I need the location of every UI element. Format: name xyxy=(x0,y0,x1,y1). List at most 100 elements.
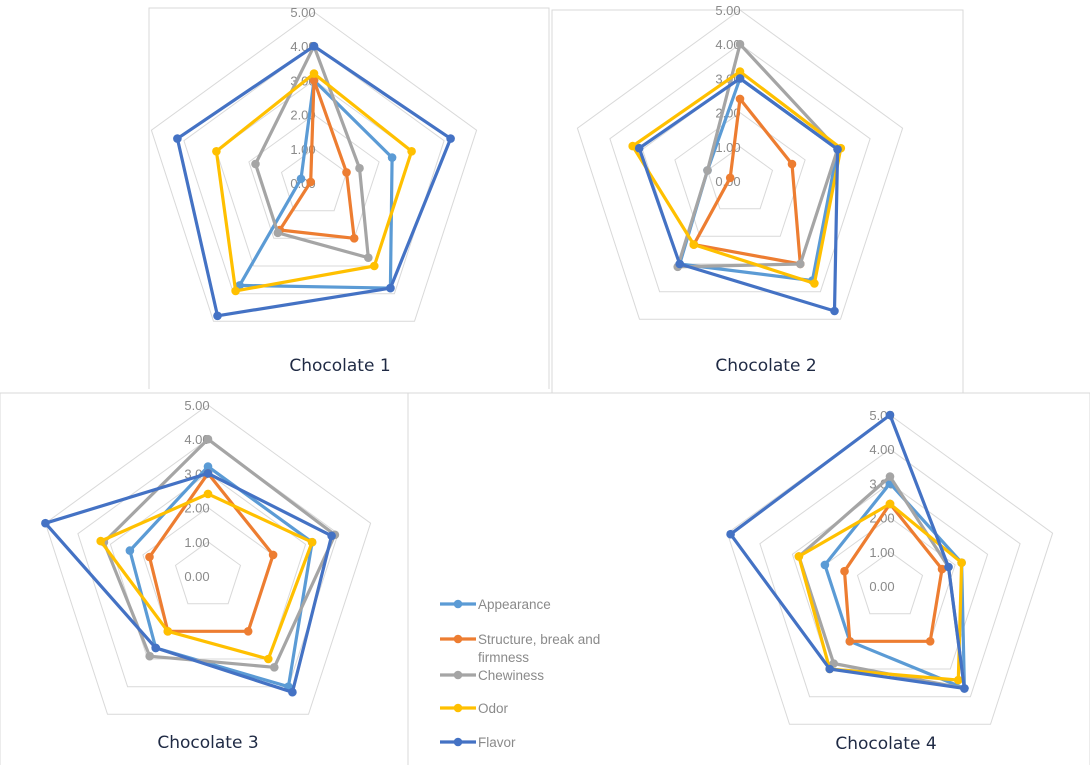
data-point xyxy=(288,687,297,697)
data-point xyxy=(268,550,278,560)
tick-label: 2.00 xyxy=(184,501,209,516)
data-point xyxy=(309,69,319,78)
data-point xyxy=(125,546,135,555)
grid-ring xyxy=(856,551,924,615)
data-point xyxy=(885,499,895,509)
grid-ring xyxy=(44,404,372,715)
data-point xyxy=(628,141,637,151)
tick-label: 5.00 xyxy=(184,398,209,413)
legend-label: firmness xyxy=(478,650,529,665)
series-flavor xyxy=(41,469,336,697)
data-point xyxy=(273,228,283,238)
data-point xyxy=(96,536,105,546)
data-point xyxy=(307,537,317,547)
data-point xyxy=(885,410,895,420)
grid-ring xyxy=(280,148,348,212)
data-point xyxy=(203,434,213,444)
legend-swatch-marker xyxy=(453,599,463,609)
data-point xyxy=(173,134,182,143)
data-point xyxy=(213,311,222,321)
data-point xyxy=(386,283,395,293)
tick-label: 4.00 xyxy=(869,442,894,457)
legend-label: Chewiness xyxy=(478,668,544,683)
data-point xyxy=(787,159,797,169)
data-point xyxy=(944,562,953,572)
data-point xyxy=(703,166,712,175)
data-point xyxy=(163,627,173,636)
data-point xyxy=(151,643,160,653)
legend-swatch-marker xyxy=(453,670,463,680)
data-point xyxy=(735,94,745,104)
legend-item: Appearance xyxy=(440,597,551,612)
series-chewiness xyxy=(99,434,340,672)
legend-label: Structure, break and xyxy=(478,632,600,647)
chart-title: Chocolate 3 xyxy=(157,733,258,753)
chart-title: Chocolate 1 xyxy=(289,356,390,376)
data-point xyxy=(270,663,279,672)
grid-ring xyxy=(706,146,774,210)
series-line xyxy=(147,471,275,633)
data-point xyxy=(309,41,319,51)
data-point xyxy=(820,560,830,570)
grid-ring xyxy=(609,43,871,293)
legend-swatch-marker xyxy=(453,634,463,644)
series-line xyxy=(102,437,337,669)
data-point xyxy=(203,489,213,499)
data-point xyxy=(41,518,50,528)
legend-label: Appearance xyxy=(478,597,551,612)
panel-frame xyxy=(551,9,964,393)
series-odor xyxy=(96,489,317,664)
data-point xyxy=(355,163,364,173)
data-point xyxy=(145,552,154,562)
data-point xyxy=(794,552,804,561)
tick-label: 0.00 xyxy=(184,569,209,584)
legend-label: Odor xyxy=(478,701,509,716)
chart-title: Chocolate 4 xyxy=(835,734,936,754)
data-point xyxy=(306,177,316,187)
grid-ring xyxy=(674,111,806,237)
data-point xyxy=(925,637,935,646)
series-line xyxy=(214,71,414,293)
data-point xyxy=(212,147,221,156)
grid-ring xyxy=(759,448,1021,698)
data-point xyxy=(243,627,253,636)
data-point xyxy=(370,261,379,271)
data-point xyxy=(296,174,306,184)
data-point xyxy=(231,286,240,296)
series-line xyxy=(238,78,394,290)
data-point xyxy=(203,462,213,471)
data-point xyxy=(960,684,969,693)
series-line xyxy=(842,502,944,643)
data-point xyxy=(796,259,805,269)
chart-title: Chocolate 2 xyxy=(715,356,816,376)
tick-label: 5.00 xyxy=(715,3,740,18)
grid-ring xyxy=(183,45,445,295)
series-flavor xyxy=(634,74,842,316)
data-point xyxy=(342,168,351,177)
series-line xyxy=(278,78,356,240)
data-point xyxy=(446,134,455,143)
tick-label: 4.00 xyxy=(715,37,740,52)
grid-ring xyxy=(576,9,904,320)
legend-swatch-marker xyxy=(453,703,463,713)
tick-label: 1.00 xyxy=(869,545,894,560)
data-point xyxy=(833,145,842,154)
grid-ring xyxy=(174,541,242,605)
data-point xyxy=(726,529,735,539)
data-point xyxy=(954,675,963,685)
data-point xyxy=(327,531,336,541)
data-point xyxy=(885,472,895,481)
series-line xyxy=(728,413,967,691)
legend-item: Odor xyxy=(440,701,509,716)
grid-ring xyxy=(726,414,1054,725)
data-point xyxy=(675,259,684,269)
grid-ring xyxy=(791,482,989,670)
legend-item: Flavor xyxy=(440,735,516,750)
series-line xyxy=(692,97,802,266)
